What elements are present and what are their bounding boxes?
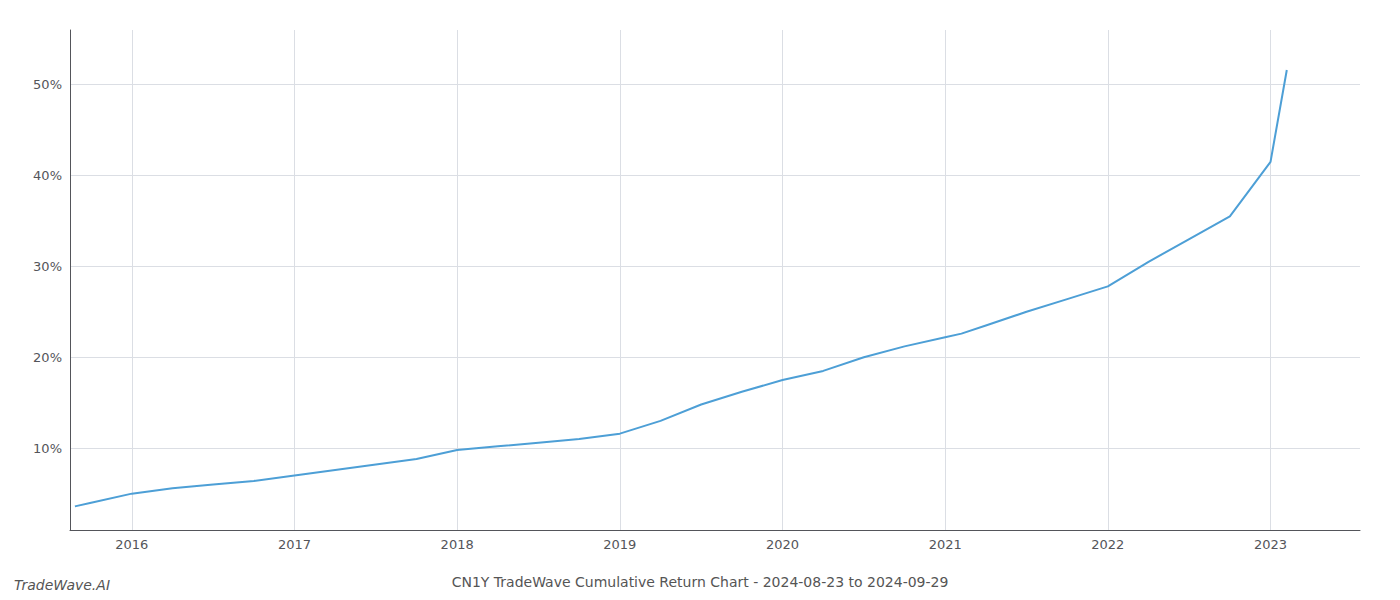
svg-text:20%: 20% — [33, 350, 62, 365]
svg-text:CN1Y TradeWave Cumulative Retu: CN1Y TradeWave Cumulative Return Chart -… — [452, 574, 949, 590]
svg-text:TradeWave.AI: TradeWave.AI — [14, 577, 110, 593]
svg-text:30%: 30% — [33, 259, 62, 274]
svg-text:10%: 10% — [33, 441, 62, 456]
svg-text:2019: 2019 — [603, 537, 636, 552]
svg-text:2023: 2023 — [1254, 537, 1287, 552]
svg-text:2020: 2020 — [766, 537, 799, 552]
svg-text:2022: 2022 — [1091, 537, 1124, 552]
svg-text:2021: 2021 — [929, 537, 962, 552]
svg-text:2018: 2018 — [441, 537, 474, 552]
svg-text:40%: 40% — [33, 168, 62, 183]
svg-text:2016: 2016 — [115, 537, 148, 552]
svg-text:50%: 50% — [33, 77, 62, 92]
svg-text:2017: 2017 — [278, 537, 311, 552]
